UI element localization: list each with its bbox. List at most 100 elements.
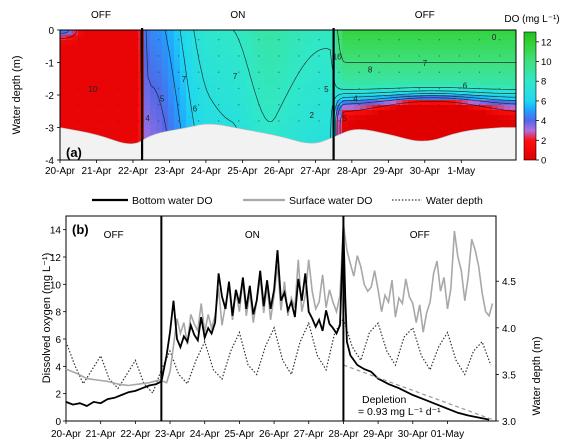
do-field-cell bbox=[354, 65, 361, 71]
do-field-cell bbox=[372, 55, 379, 61]
do-field-cell bbox=[312, 125, 319, 131]
do-field-cell bbox=[264, 40, 271, 46]
do-field-cell bbox=[348, 30, 355, 36]
do-field-cell bbox=[90, 30, 97, 36]
do-field-cell bbox=[162, 100, 169, 106]
do-field-cell bbox=[300, 100, 307, 106]
do-field-cell bbox=[162, 110, 169, 116]
sample-point bbox=[197, 87, 200, 90]
do-field-cell bbox=[108, 45, 115, 51]
do-field-cell bbox=[306, 60, 313, 66]
do-field-cell bbox=[318, 40, 325, 46]
do-field-cell bbox=[504, 90, 511, 96]
do-field-cell bbox=[324, 115, 331, 121]
do-field-cell bbox=[126, 115, 133, 121]
do-field-cell bbox=[348, 115, 355, 121]
panel-b-y2-tick-label: 4.0 bbox=[502, 324, 516, 335]
do-field-cell bbox=[480, 70, 487, 76]
do-field-cell bbox=[360, 35, 367, 41]
legend: Bottom water DO Surface water DO Water d… bbox=[92, 195, 483, 207]
do-field-cell bbox=[420, 45, 427, 51]
do-field-cell bbox=[192, 45, 199, 51]
do-field-cell bbox=[414, 100, 421, 106]
do-field-cell bbox=[348, 70, 355, 76]
do-field-cell bbox=[504, 30, 511, 36]
do-field-cell bbox=[282, 80, 289, 86]
do-field-cell bbox=[150, 35, 157, 41]
do-field-cell bbox=[294, 115, 301, 121]
sample-point bbox=[358, 120, 360, 122]
do-field-cell bbox=[480, 120, 487, 126]
do-field-cell bbox=[294, 105, 301, 111]
sample-point bbox=[398, 120, 400, 122]
do-field-cell bbox=[366, 65, 373, 71]
do-field-cell bbox=[186, 95, 193, 101]
panel-a-phase-label-2: ON bbox=[230, 10, 245, 21]
do-field-cell bbox=[240, 110, 247, 116]
do-field-cell bbox=[384, 75, 391, 81]
do-field-cell bbox=[270, 115, 277, 121]
do-field-cell bbox=[120, 45, 127, 51]
do-field-cell bbox=[60, 75, 67, 81]
do-field-cell bbox=[186, 120, 193, 126]
do-field-cell bbox=[228, 75, 235, 81]
do-field-cell bbox=[84, 110, 91, 116]
do-field-cell bbox=[222, 40, 229, 46]
do-field-cell bbox=[252, 60, 259, 66]
do-field-cell bbox=[174, 65, 181, 71]
do-field-cell bbox=[402, 90, 409, 96]
do-field-cell bbox=[90, 70, 97, 76]
do-field-cell bbox=[366, 85, 373, 91]
sample-point bbox=[358, 55, 360, 57]
do-field-cell bbox=[486, 95, 493, 101]
do-field-cell bbox=[90, 110, 97, 116]
sample-point bbox=[338, 39, 340, 41]
do-field-cell bbox=[198, 45, 205, 51]
do-field-cell bbox=[426, 35, 433, 41]
do-field-cell bbox=[342, 95, 349, 101]
do-field-cell bbox=[258, 90, 265, 96]
do-field-cell bbox=[252, 75, 259, 81]
do-field-cell bbox=[342, 80, 349, 86]
sample-point bbox=[238, 104, 240, 106]
do-field-cell bbox=[150, 65, 157, 71]
do-field-cell bbox=[450, 115, 457, 121]
do-field-cell bbox=[156, 40, 163, 46]
do-field-cell bbox=[234, 80, 241, 86]
do-field-cell bbox=[354, 105, 361, 111]
sample-point bbox=[77, 55, 79, 57]
do-field-cell bbox=[372, 35, 379, 41]
do-field-cell bbox=[72, 120, 79, 126]
do-field-cell bbox=[204, 30, 211, 36]
do-field-cell bbox=[468, 115, 475, 121]
do-field-cell bbox=[360, 40, 367, 46]
do-field-cell bbox=[414, 75, 421, 81]
do-field-cell bbox=[474, 65, 481, 71]
do-field-cell bbox=[342, 75, 349, 81]
do-field-cell bbox=[78, 45, 85, 51]
do-field-cell bbox=[60, 65, 67, 71]
do-field-cell bbox=[414, 65, 421, 71]
do-field-cell bbox=[510, 45, 516, 51]
do-field-cell bbox=[402, 120, 409, 126]
do-field-cell bbox=[426, 80, 433, 86]
do-field-cell bbox=[438, 90, 445, 96]
sample-point bbox=[157, 104, 160, 106]
do-field-cell bbox=[132, 60, 139, 66]
contour-label: 7 bbox=[182, 75, 187, 84]
do-field-cell bbox=[240, 75, 247, 81]
sample-point bbox=[238, 87, 240, 90]
do-field-cell bbox=[354, 75, 361, 81]
do-field-cell bbox=[108, 85, 115, 91]
do-field-cell bbox=[444, 100, 451, 106]
do-field-cell bbox=[366, 110, 373, 116]
do-field-cell bbox=[102, 65, 109, 71]
do-field-cell bbox=[462, 115, 469, 121]
do-field-cell bbox=[60, 95, 67, 101]
do-field-cell bbox=[204, 50, 211, 56]
do-field-cell bbox=[258, 60, 265, 66]
do-field-cell bbox=[144, 130, 151, 136]
sample-point bbox=[318, 39, 320, 41]
do-field-cell bbox=[108, 60, 115, 66]
do-field-cell bbox=[498, 55, 505, 61]
